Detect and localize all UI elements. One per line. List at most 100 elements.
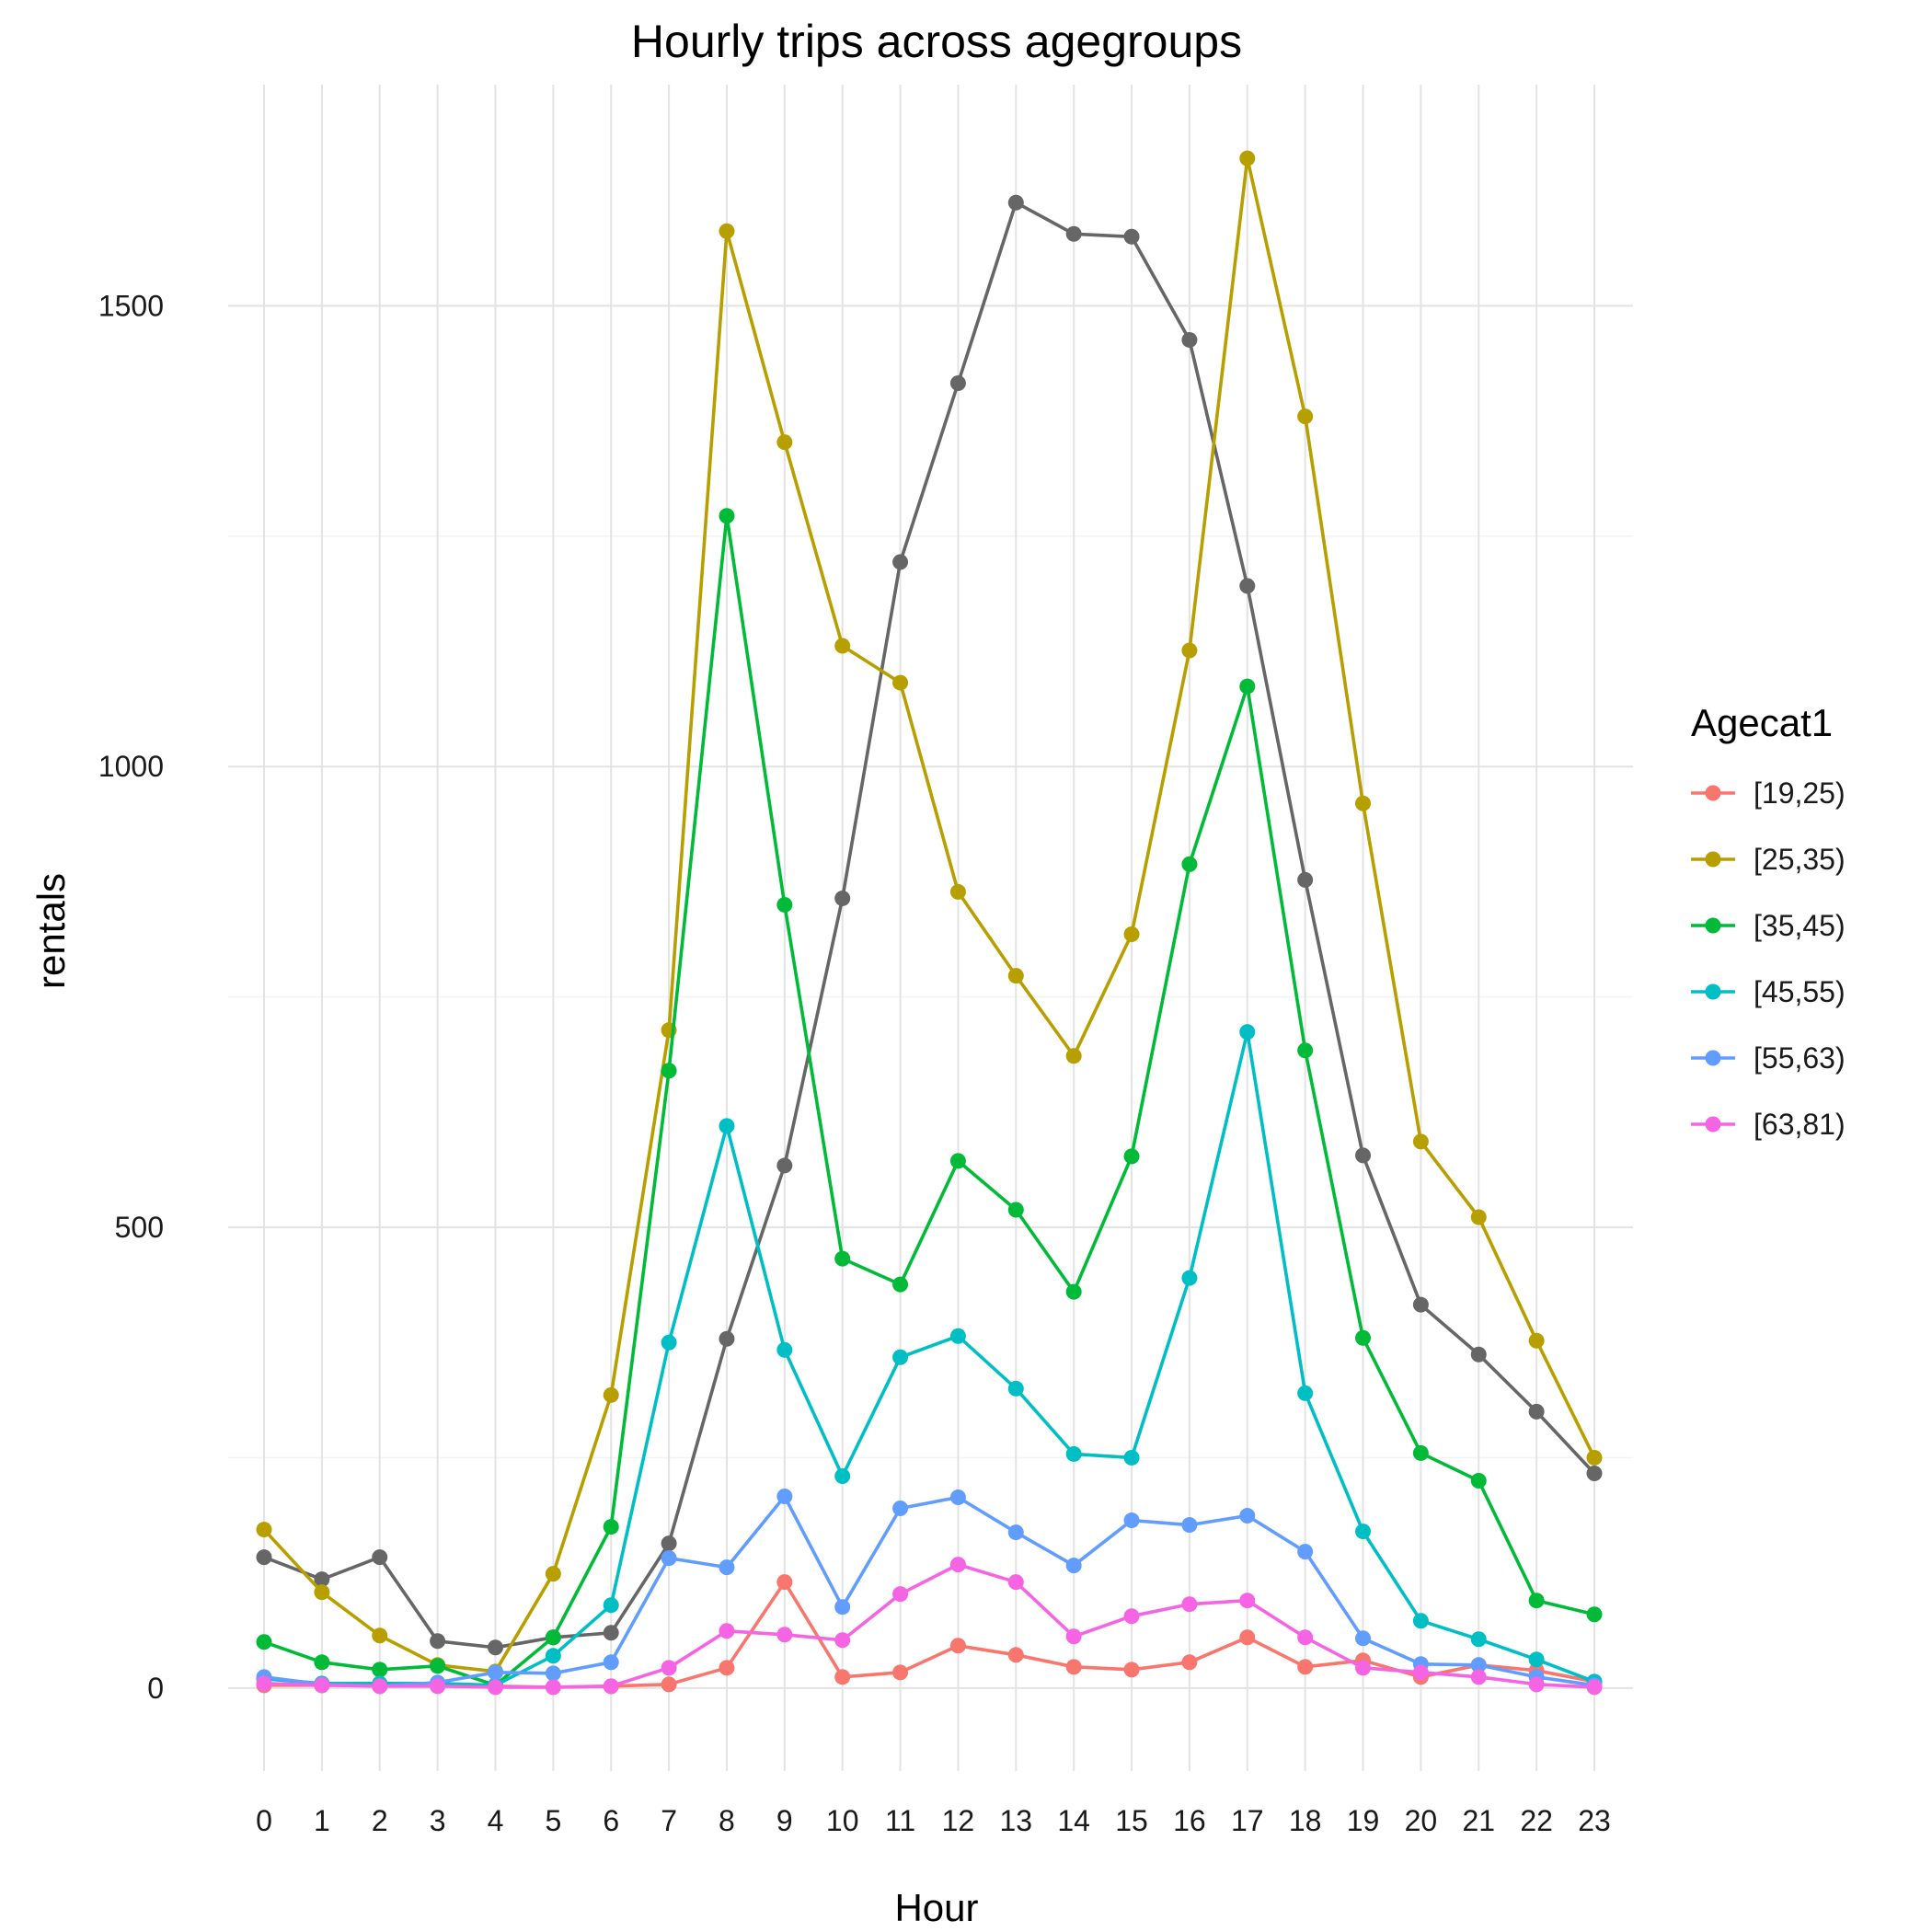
data-point [372, 1549, 388, 1566]
series-line [262, 156, 1596, 1673]
data-point [372, 1627, 388, 1644]
data-point [1297, 1629, 1314, 1646]
data-point [545, 1566, 561, 1582]
data-point [1412, 1444, 1429, 1461]
data-point [1586, 1606, 1603, 1623]
data-point [603, 1386, 619, 1403]
legend-point-swatch [1705, 785, 1721, 801]
data-point [949, 1153, 966, 1169]
data-point [949, 1557, 966, 1573]
data-point [1239, 578, 1256, 594]
data-point [1181, 331, 1198, 348]
data-point [1412, 1664, 1429, 1681]
data-point [1297, 1544, 1314, 1560]
data-point [487, 1679, 503, 1696]
data-point [834, 1250, 851, 1267]
data-point [892, 674, 909, 691]
x-tick-label: 14 [1057, 1804, 1090, 1837]
data-point [892, 1276, 909, 1293]
data-point [1065, 1659, 1082, 1675]
data-point [603, 1625, 619, 1641]
data-point [834, 1632, 851, 1649]
data-point [661, 1334, 677, 1351]
x-tick-label: 22 [1520, 1804, 1553, 1837]
data-point [892, 1349, 909, 1365]
x-tick-label: 0 [256, 1804, 272, 1837]
data-point [1412, 1613, 1429, 1629]
data-point [1065, 1558, 1082, 1574]
series-line [262, 201, 1596, 1650]
legend-label: [35,45) [1754, 909, 1846, 942]
x-tick-label: 6 [603, 1804, 619, 1837]
data-point [719, 1660, 735, 1676]
series-19-25 [256, 1574, 1603, 1696]
legend-label: [55,63) [1754, 1041, 1846, 1075]
data-point [1007, 1202, 1024, 1218]
x-tick-label: 10 [826, 1804, 859, 1837]
data-point [1528, 1332, 1545, 1349]
data-point [776, 1489, 793, 1505]
legend-item: [63,81) [1691, 1108, 1846, 1141]
legend-point-swatch [1705, 851, 1721, 868]
data-point [372, 1678, 388, 1695]
data-point [256, 1522, 272, 1538]
legend: Agecat1 [19,25) [25,35) [35,45) [45,55) [55,… [1691, 701, 1846, 1141]
data-point [661, 1535, 677, 1552]
data-point [256, 1634, 272, 1650]
data-point [949, 1328, 966, 1344]
y-tick-label: 500 [115, 1211, 164, 1244]
data-point [1123, 1512, 1140, 1529]
data-point [545, 1648, 561, 1664]
data-point [372, 1662, 388, 1678]
data-point [1470, 1209, 1487, 1225]
data-point [776, 1157, 793, 1174]
x-tick-label: 7 [661, 1804, 677, 1837]
data-point [314, 1571, 330, 1588]
data-point [1297, 871, 1314, 888]
chart-title: Hourly trips across agegroups [631, 16, 1242, 67]
data-point [1528, 1403, 1545, 1420]
data-point [1181, 1654, 1198, 1671]
data-point [892, 1664, 909, 1681]
legend-items: [19,25) [25,35) [35,45) [45,55) [55,63) [63,8… [1691, 776, 1846, 1141]
data-point [1586, 1465, 1603, 1481]
data-point [776, 1627, 793, 1643]
x-tick-label: 5 [545, 1804, 561, 1837]
series-layer [256, 150, 1603, 1696]
legend-item: [55,63) [1691, 1041, 1846, 1075]
data-point [603, 1597, 619, 1614]
data-point [1355, 1524, 1372, 1540]
data-point [719, 1118, 735, 1134]
x-tick-label: 15 [1115, 1804, 1148, 1837]
data-point [1412, 1133, 1429, 1150]
data-point [834, 1669, 851, 1685]
data-point [314, 1584, 330, 1601]
data-point [430, 1633, 446, 1650]
data-point [1065, 225, 1082, 242]
series-25-35 [256, 150, 1603, 1680]
data-point [603, 1519, 619, 1535]
x-tick-label: 2 [372, 1804, 388, 1837]
legend-label: [63,81) [1754, 1108, 1846, 1141]
data-point [545, 1679, 561, 1696]
data-point [1065, 1048, 1082, 1064]
data-point [1123, 1608, 1140, 1625]
data-point [545, 1629, 561, 1646]
x-tick-label: 20 [1405, 1804, 1438, 1837]
data-point [776, 1341, 793, 1358]
data-point [776, 434, 793, 451]
data-point [1470, 1631, 1487, 1648]
data-point [1239, 1593, 1256, 1609]
x-tick-label: 4 [488, 1804, 504, 1837]
data-point [314, 1654, 330, 1671]
data-point [834, 638, 851, 654]
x-axis-title: Hour [894, 1886, 978, 1929]
data-point [1586, 1679, 1603, 1696]
data-point [1239, 678, 1256, 695]
data-point [1007, 1380, 1024, 1397]
x-tick-labels: 0 1 2 3 4 5 6 7 8 9 10 11 12 13 14 15 16 17 18 19 20 21 22 23 [256, 1804, 1611, 1837]
x-tick-label: 1 [314, 1804, 330, 1837]
data-point [949, 883, 966, 900]
data-point [661, 1676, 677, 1693]
data-point [1007, 194, 1024, 211]
